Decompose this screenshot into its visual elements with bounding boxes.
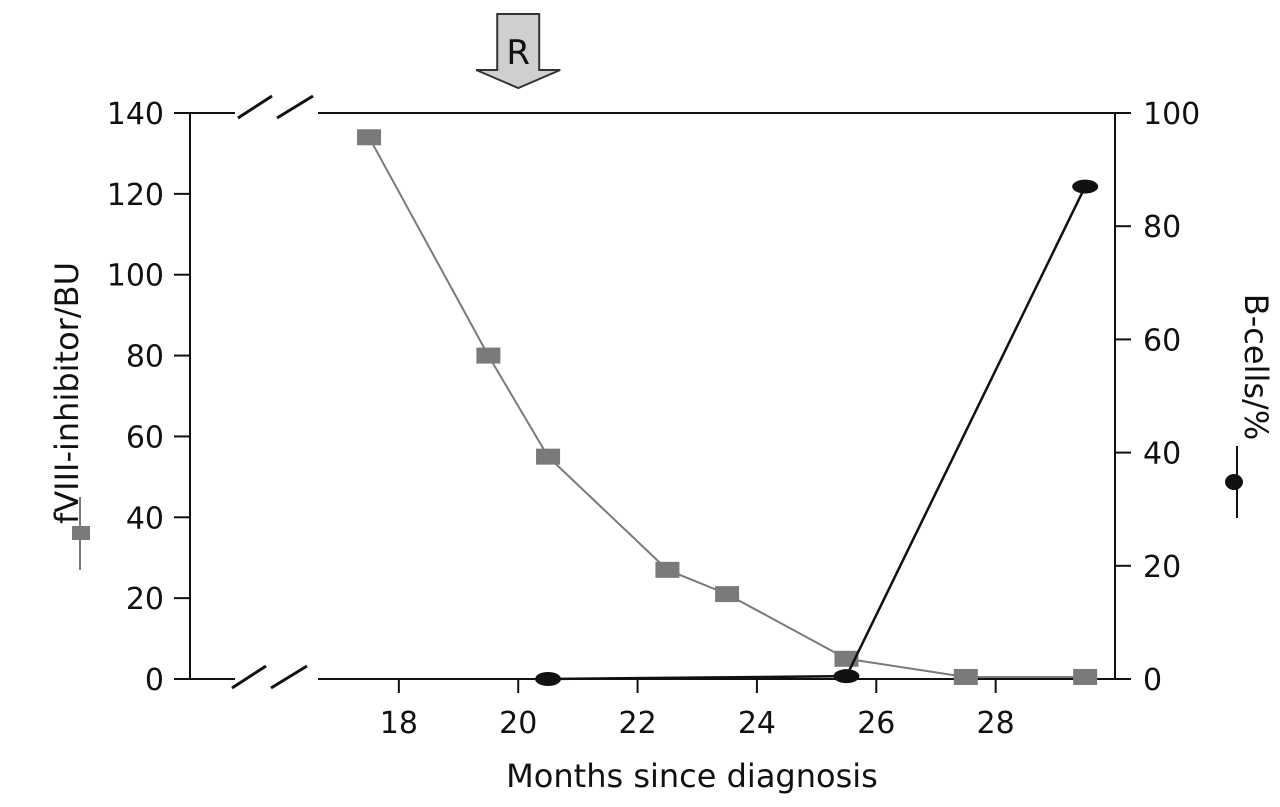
data-point-square bbox=[655, 561, 680, 578]
y-right-tick-label: 80 bbox=[1143, 210, 1181, 245]
data-point-square bbox=[476, 347, 501, 364]
x-tick-label: 24 bbox=[738, 706, 776, 741]
y-axis-right: 0 20 40 60 80 100 bbox=[1115, 97, 1200, 698]
series-layer bbox=[357, 129, 1099, 686]
legend-left-marker bbox=[72, 526, 90, 540]
x-tick-label: 20 bbox=[499, 706, 537, 741]
axis-break-mark bbox=[231, 664, 267, 690]
y-axis-right-title: B-cells/% bbox=[1237, 294, 1275, 440]
axis-break-mark bbox=[276, 94, 314, 120]
x-tick-label: 26 bbox=[857, 706, 895, 741]
data-point-square bbox=[953, 668, 978, 685]
axis-titles: Months since diagnosis fVIII-inhibitor/B… bbox=[48, 262, 1275, 795]
x-axis-title: Months since diagnosis bbox=[506, 757, 878, 795]
y-axis-left: 0 20 40 60 80 100 120 140 bbox=[107, 97, 190, 698]
y-left-tick-label: 20 bbox=[126, 582, 164, 617]
y-right-tick-label: 60 bbox=[1143, 323, 1181, 358]
y-left-tick-label: 120 bbox=[107, 178, 164, 213]
data-point-square bbox=[1073, 668, 1098, 685]
data-point-square bbox=[357, 129, 382, 146]
data-point-ellipse bbox=[535, 672, 562, 686]
series-right bbox=[535, 179, 1099, 686]
y-right-tick-label: 100 bbox=[1143, 97, 1200, 132]
y-axis-left-title: fVIII-inhibitor/BU bbox=[48, 262, 86, 524]
y-left-tick-label: 0 bbox=[145, 663, 164, 698]
rituximab-arrow-label: R bbox=[506, 33, 530, 73]
series-right-line bbox=[548, 186, 1087, 681]
data-point-square bbox=[715, 586, 740, 603]
axis-break-mark bbox=[270, 664, 308, 690]
y-left-tick-label: 60 bbox=[126, 420, 164, 455]
rituximab-arrow-icon bbox=[475, 13, 561, 90]
data-point-ellipse bbox=[1072, 179, 1099, 194]
y-left-tick-label: 80 bbox=[126, 340, 164, 375]
y-left-tick-label: 100 bbox=[107, 259, 164, 294]
y-left-tick-label: 40 bbox=[126, 501, 164, 536]
x-tick-label: 18 bbox=[380, 706, 418, 741]
legend-right-marker bbox=[1225, 474, 1243, 490]
axis-break-mark bbox=[237, 94, 273, 120]
legend-keys bbox=[72, 446, 1243, 570]
x-tick-label: 28 bbox=[977, 706, 1015, 741]
x-tick-label: 22 bbox=[618, 706, 656, 741]
series-left-line bbox=[368, 136, 1086, 678]
annotation-layer: R bbox=[475, 13, 561, 90]
x-axis: 18 20 22 24 26 28 bbox=[380, 679, 1015, 741]
y-right-tick-label: 0 bbox=[1143, 663, 1162, 698]
y-left-tick-label: 140 bbox=[107, 97, 164, 132]
data-point-square bbox=[536, 448, 561, 465]
y-right-tick-label: 20 bbox=[1143, 550, 1181, 585]
y-right-tick-label: 40 bbox=[1143, 437, 1181, 472]
data-point-ellipse bbox=[833, 669, 860, 684]
series-left bbox=[357, 129, 1098, 685]
plot-frame bbox=[189, 94, 1116, 690]
